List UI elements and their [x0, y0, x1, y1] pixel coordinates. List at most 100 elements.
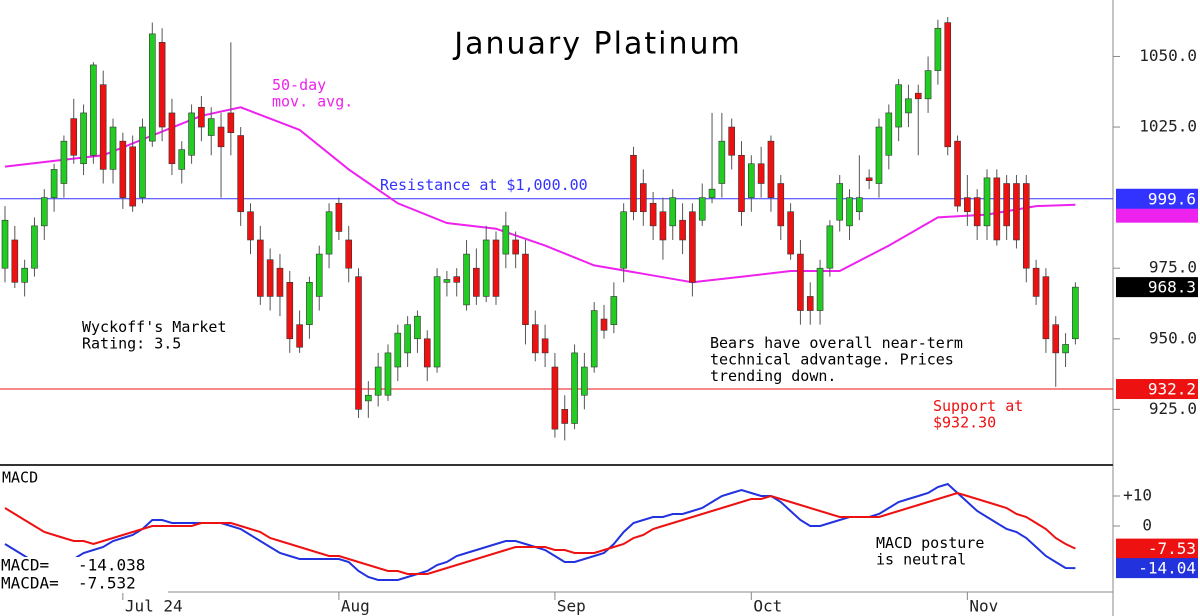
candle-body [31, 225, 38, 269]
x-tick-label: Sep [557, 597, 586, 616]
candle-body [90, 64, 97, 156]
x-tick-label: Jul 24 [125, 597, 183, 616]
candle-body [777, 183, 785, 227]
candle-body [551, 366, 559, 430]
y-tick-label: 950.0 [1149, 328, 1197, 347]
candle-body [227, 112, 235, 133]
candle-body [885, 112, 893, 156]
candle-body [60, 140, 68, 184]
candle-body [473, 267, 480, 297]
candle-body [561, 409, 569, 424]
candle-body [708, 188, 716, 198]
value-tag-bg [1116, 558, 1198, 579]
candle-body [679, 219, 686, 241]
candle-body [728, 126, 735, 156]
candle-body [1003, 183, 1010, 227]
candle-body [659, 211, 667, 241]
annotation: 50-day mov. avg. [272, 76, 353, 111]
annotation-line: trending down. [710, 367, 836, 385]
candle-body [767, 140, 775, 198]
candle-body [149, 33, 156, 142]
candle-body [816, 267, 824, 311]
plot-layer: 925.0 950.0 975.0 1025.0 1050.0 999.6 932.2 Jul… [0, 16, 1198, 616]
macd-line [4, 491, 1076, 575]
candle-body [590, 310, 598, 368]
candle-body [286, 282, 294, 340]
candle-body [826, 225, 834, 269]
candle-body [423, 338, 431, 368]
y-tick-label: 1025.0 [1139, 117, 1197, 136]
x-tick-label: Oct [753, 597, 782, 616]
legend-name: MACD= [1, 556, 49, 575]
last-close-tag: 968.3 [1148, 278, 1196, 297]
legend-value: -7.532 [78, 574, 136, 593]
candle-body [1052, 324, 1060, 354]
candle-body [757, 163, 765, 184]
annotation-line: is neutral [876, 550, 966, 568]
candle-body [522, 253, 529, 325]
annotation-line: MACD posture [876, 534, 984, 552]
last-close-tag-bg [1116, 277, 1198, 298]
candle-body [914, 92, 922, 100]
value-tag: -7.53 [1148, 539, 1196, 558]
annotation-line: $932.30 [933, 413, 996, 431]
value-tag-bg [1116, 538, 1198, 559]
candle-body [531, 324, 539, 354]
moving-average [4, 106, 1076, 284]
candle-body [600, 318, 608, 331]
annotation: Support at $932.30 [933, 397, 1023, 432]
annotation-line: Rating: 3.5 [82, 334, 181, 352]
reference-tag-bg [1116, 188, 1198, 209]
candle-body [875, 126, 883, 184]
candle-body [168, 112, 176, 165]
annotation-line: Bears have overall near-term [710, 334, 963, 352]
candle-body [983, 177, 991, 227]
annotation-line: Wyckoff's Market [82, 318, 227, 336]
annotation: Bears have overall near-term technical ad… [710, 334, 963, 385]
candle-body [698, 197, 706, 221]
candle-body [40, 197, 48, 227]
annotation-line: Resistance at $1,000.00 [380, 176, 588, 194]
reference-tag: 999.6 [1148, 189, 1196, 208]
annotation-line: mov. avg. [272, 92, 353, 110]
candle-body [237, 135, 244, 213]
candle-body [1072, 286, 1079, 340]
candle-body [315, 253, 323, 297]
candle-body [345, 239, 353, 269]
candle-body [1032, 267, 1040, 297]
candle-body [414, 315, 421, 340]
candle-body [404, 324, 411, 354]
annotation-line: technical advantage. Prices [710, 350, 954, 368]
candle-body [394, 332, 402, 368]
candle-body [895, 84, 902, 128]
candle-body [158, 42, 166, 128]
candle-body [836, 183, 844, 221]
candle-body [188, 112, 195, 156]
candle-body [492, 239, 500, 297]
candle-body [856, 197, 863, 213]
candle-body [738, 154, 745, 213]
candle-body [325, 211, 333, 255]
candle-body [1062, 344, 1069, 354]
candle-body [934, 27, 942, 71]
candle-body [806, 296, 814, 311]
annotation: Wyckoff's Market Rating: 3.5 [82, 318, 227, 353]
reference-tag-bg [1116, 379, 1198, 400]
candle-body [365, 394, 372, 402]
candle-body [846, 197, 853, 227]
y-tick-label: 975.0 [1149, 258, 1197, 277]
candle-body [198, 106, 205, 128]
candle-body [718, 140, 726, 184]
candle-body [973, 197, 981, 227]
candle-body [266, 259, 274, 297]
y-tick-label: 1050.0 [1139, 46, 1197, 65]
candle-body [1, 219, 9, 269]
candle-body [924, 70, 932, 100]
candle-body [276, 267, 284, 297]
value-tag: -14.04 [1138, 559, 1196, 578]
chart-title: January Platinum [452, 27, 741, 62]
candle-body [993, 177, 1001, 241]
candle-body [865, 177, 873, 181]
candle-body [669, 197, 677, 227]
